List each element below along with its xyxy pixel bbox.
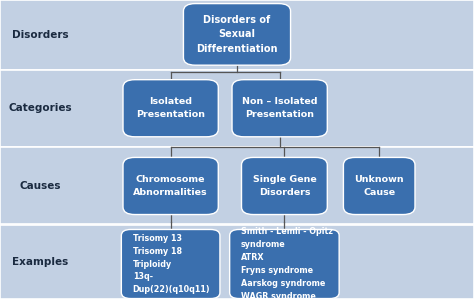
FancyBboxPatch shape — [229, 230, 339, 298]
Text: Causes: Causes — [19, 181, 61, 191]
FancyBboxPatch shape — [0, 147, 474, 224]
FancyBboxPatch shape — [343, 158, 415, 215]
FancyBboxPatch shape — [0, 0, 474, 70]
Text: Disorders: Disorders — [12, 30, 69, 40]
FancyBboxPatch shape — [123, 80, 218, 137]
Text: Chromosome
Abnormalities: Chromosome Abnormalities — [133, 175, 208, 197]
Text: Examples: Examples — [12, 257, 68, 267]
FancyBboxPatch shape — [232, 80, 327, 137]
FancyBboxPatch shape — [121, 230, 220, 298]
FancyBboxPatch shape — [241, 158, 327, 215]
FancyBboxPatch shape — [123, 158, 218, 215]
Text: Single Gene
Disorders: Single Gene Disorders — [253, 175, 316, 197]
Text: Trisomy 13
Trisomy 18
Triploidy
13q-
Dup(22)(q10q11): Trisomy 13 Trisomy 18 Triploidy 13q- Dup… — [133, 234, 210, 294]
FancyBboxPatch shape — [0, 225, 474, 299]
Text: Non – Isolated
Presentation: Non – Isolated Presentation — [242, 97, 318, 119]
Text: Isolated
Presentation: Isolated Presentation — [136, 97, 205, 119]
FancyBboxPatch shape — [183, 4, 291, 65]
FancyBboxPatch shape — [0, 70, 474, 147]
Text: Smith - Lemli - Opitz
syndrome
ATRX
Fryns syndrome
Aarskog syndrome
WAGR syndrom: Smith - Lemli - Opitz syndrome ATRX Fryn… — [241, 228, 333, 299]
Text: Categories: Categories — [9, 103, 72, 113]
Text: Unknown
Cause: Unknown Cause — [355, 175, 404, 197]
Text: Disorders of
Sexual
Differentiation: Disorders of Sexual Differentiation — [196, 15, 278, 54]
